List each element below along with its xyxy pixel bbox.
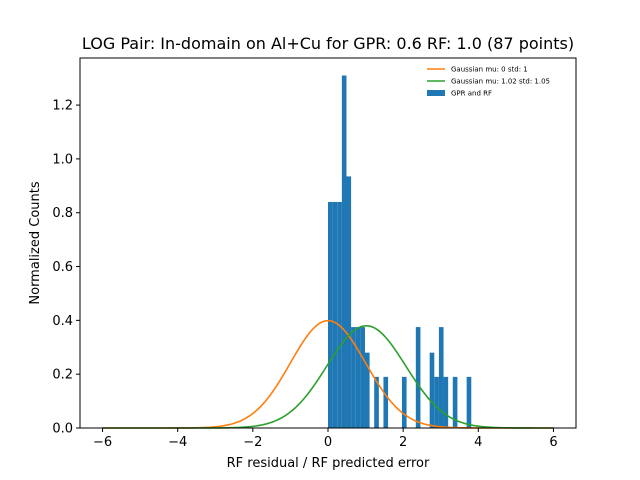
legend: Gaussian mu: 0 std: 1 Gaussian mu: 1.02 …	[427, 66, 550, 98]
x-tick-label: −4	[168, 435, 187, 450]
histogram-bar	[466, 376, 472, 428]
histogram-bar	[438, 327, 444, 428]
y-axis-label: Normalized Counts	[28, 181, 43, 304]
y-axis-ticks: 0.0 0.2 0.4 0.6 0.8 1.0 1.2	[52, 99, 80, 437]
legend-label-gaussian-0: Gaussian mu: 0 std: 1	[451, 66, 528, 74]
x-tick-label: −2	[243, 435, 262, 450]
histogram-bar	[332, 201, 338, 428]
x-axis-ticks: −6 −4 −2 0 2 4 6	[93, 428, 558, 450]
chart-title: LOG Pair: In-domain on Al+Cu for GPR: 0.…	[82, 34, 574, 53]
y-tick-label: 0.2	[52, 368, 73, 383]
histogram-bars	[328, 75, 472, 428]
x-tick-label: 0	[324, 435, 332, 450]
histogram-bar	[346, 176, 352, 428]
x-tick-label: 2	[399, 435, 407, 450]
histogram-bar	[443, 376, 449, 428]
histogram-bar	[401, 376, 407, 428]
legend-label-gaussian-1: Gaussian mu: 1.02 std: 1.05	[451, 78, 550, 86]
y-tick-label: 1.2	[52, 99, 73, 114]
histogram-bar	[341, 75, 347, 428]
y-tick-label: 0.8	[52, 206, 73, 221]
histogram-bar	[328, 201, 333, 428]
x-tick-label: −6	[93, 435, 112, 450]
histogram-bar	[360, 327, 365, 428]
y-tick-label: 0.0	[52, 422, 73, 437]
y-tick-label: 0.6	[52, 260, 73, 275]
histogram-bar	[383, 376, 389, 428]
histogram-bar	[374, 376, 379, 428]
histogram-bar	[364, 352, 370, 428]
histogram-bar	[351, 327, 356, 428]
histogram-bar	[429, 352, 435, 428]
histogram-bar	[434, 376, 439, 428]
x-axis-label: RF residual / RF predicted error	[227, 456, 430, 471]
histogram-bar	[452, 376, 458, 428]
legend-label-histogram: GPR and RF	[451, 90, 492, 98]
y-tick-label: 0.4	[52, 314, 73, 329]
x-tick-label: 4	[474, 435, 482, 450]
legend-swatch-histogram	[427, 90, 445, 96]
plot-area	[102, 75, 554, 429]
x-tick-label: 6	[549, 435, 557, 450]
y-tick-label: 1.0	[52, 152, 73, 167]
histogram-bar	[355, 327, 361, 428]
histogram-bar	[337, 201, 342, 428]
histogram-bar	[415, 327, 421, 428]
